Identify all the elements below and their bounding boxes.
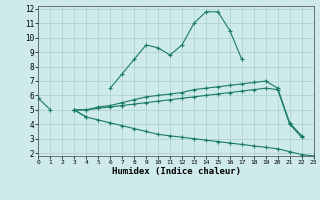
X-axis label: Humidex (Indice chaleur): Humidex (Indice chaleur) xyxy=(111,167,241,176)
